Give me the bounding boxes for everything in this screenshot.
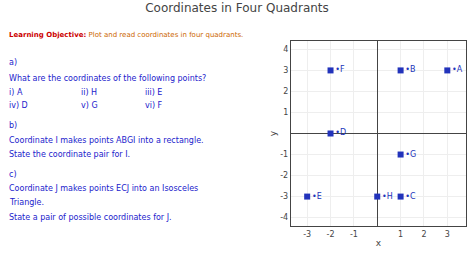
svg-text:State the coordinate pair for: State the coordinate pair for I. [9, 150, 130, 159]
svg-text:y: y [268, 130, 278, 136]
svg-text:What are the coordinates of th: What are the coordinates of the followin… [9, 74, 206, 83]
svg-text:a): a) [9, 58, 17, 67]
svg-text:•F: •F [335, 65, 345, 74]
svg-text:v) G: v) G [81, 101, 98, 110]
svg-text:-3: -3 [280, 192, 288, 201]
svg-text:c): c) [9, 170, 17, 179]
svg-text:State a pair of possible coord: State a pair of possible coordinates for… [9, 213, 172, 222]
svg-text:iii) E: iii) E [145, 88, 162, 97]
svg-text:ii) H: ii) H [81, 88, 97, 97]
svg-text:3: 3 [283, 66, 288, 75]
svg-text:•G: •G [405, 150, 416, 159]
svg-text:3: 3 [445, 230, 450, 239]
svg-text:1: 1 [283, 108, 288, 117]
svg-text:x: x [376, 238, 382, 248]
svg-text:•A: •A [452, 65, 463, 74]
svg-text:-2: -2 [327, 230, 335, 239]
svg-text:Learning Objective: Plot and r: Learning Objective: Plot and read coordi… [9, 31, 243, 39]
svg-text:•E: •E [312, 192, 322, 201]
svg-text:-4: -4 [280, 213, 288, 222]
svg-text:2: 2 [421, 230, 426, 239]
svg-text:Coordinate I makes points ABGI: Coordinate I makes points ABGI into a re… [9, 136, 204, 145]
svg-text:•D: •D [335, 129, 346, 138]
svg-text:-1: -1 [280, 150, 288, 159]
svg-text:Triangle.: Triangle. [9, 198, 44, 207]
svg-text:i) A: i) A [9, 88, 23, 97]
svg-text:-3: -3 [303, 230, 311, 239]
svg-text:-2: -2 [280, 171, 288, 180]
svg-text:-1: -1 [350, 230, 358, 239]
svg-text:•C: •C [405, 192, 416, 201]
svg-text:Coordinate J makes points ECJ: Coordinate J makes points ECJ into an Is… [9, 184, 198, 193]
svg-text:vi) F: vi) F [145, 101, 163, 110]
svg-text:Coordinates in Four Quadrants: Coordinates in Four Quadrants [145, 1, 329, 15]
svg-text:iv) D: iv) D [9, 101, 28, 110]
svg-text:4: 4 [283, 45, 288, 54]
svg-text:1: 1 [398, 230, 403, 239]
svg-text:2: 2 [283, 87, 288, 96]
svg-text:•B: •B [405, 65, 415, 74]
svg-text:b): b) [9, 121, 17, 130]
svg-text:•H: •H [382, 192, 393, 201]
